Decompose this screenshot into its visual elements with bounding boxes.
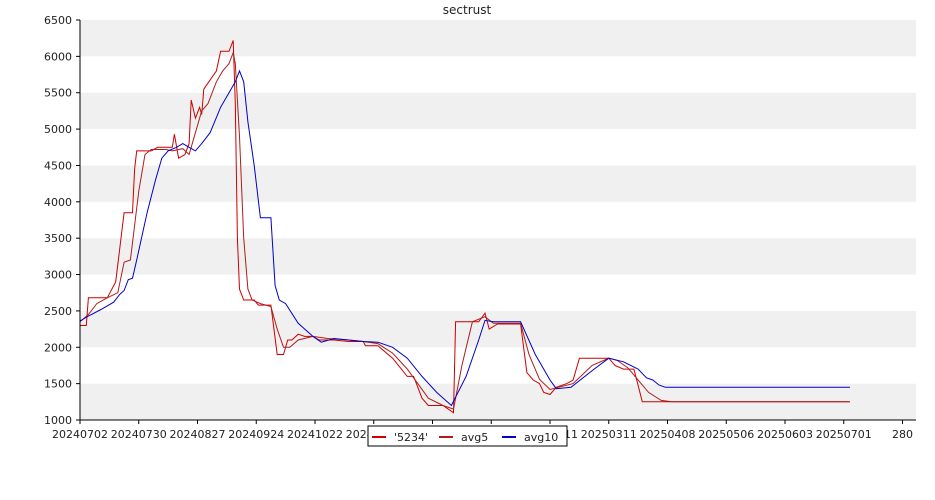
y-tick-label: 5500: [44, 87, 72, 100]
grid-band: [80, 347, 916, 384]
y-tick-label: 1500: [44, 378, 72, 391]
grid-band: [80, 56, 916, 93]
y-tick-label: 2000: [44, 341, 72, 354]
x-tick-label: 20250603: [757, 428, 813, 441]
axes: [79, 20, 916, 421]
grid-band: [80, 129, 916, 166]
series-line-avg10: [79, 69, 850, 407]
x-tick-label: 20250408: [640, 428, 696, 441]
x-tick-label: 20250506: [698, 428, 754, 441]
grid-band: [80, 274, 916, 311]
x-tick-label: 20250311: [581, 428, 637, 441]
y-tick-label: 6000: [44, 50, 72, 63]
y-tick-label: 2500: [44, 305, 72, 318]
x-tick-label: 20240702: [52, 428, 108, 441]
x-tick-label: 20240924: [228, 428, 284, 441]
chart-title: sectrust: [443, 3, 492, 17]
x-tick-label: 20240827: [170, 428, 226, 441]
y-tick-label: 3000: [44, 269, 72, 282]
legend-label: avg10: [524, 431, 558, 444]
grid-band: [80, 20, 916, 57]
y-tick-label: 4000: [44, 196, 72, 209]
legend: '5234' avg5 avg10: [367, 425, 568, 447]
grid-band: [80, 92, 916, 130]
x-tick-label: 20241022: [287, 428, 343, 441]
plot-background-bands: [80, 20, 916, 420]
y-tick-label: 5000: [44, 123, 72, 136]
x-tick-label: 280: [892, 428, 913, 441]
x-tick-label: 20250701: [816, 428, 872, 441]
series-lines: [79, 40, 850, 414]
legend-label: avg5: [461, 431, 488, 444]
y-tick-label: 6500: [44, 14, 72, 27]
grid-band: [80, 201, 916, 239]
y-axis-ticks: 1000 1500 2000 2500 3000 3500 4000 4500 5000 5500…: [44, 14, 80, 427]
y-tick-label: 1000: [44, 414, 72, 427]
y-tick-label: 4500: [44, 159, 72, 172]
y-tick-label: 3500: [44, 232, 72, 245]
x-tick-label: 20240730: [111, 428, 167, 441]
legend-box: [367, 425, 568, 447]
series-line-5234: [80, 40, 850, 414]
grid-band: [80, 310, 916, 348]
legend-label: '5234': [394, 431, 428, 444]
grid-band: [80, 165, 916, 202]
grid-band: [80, 238, 916, 275]
